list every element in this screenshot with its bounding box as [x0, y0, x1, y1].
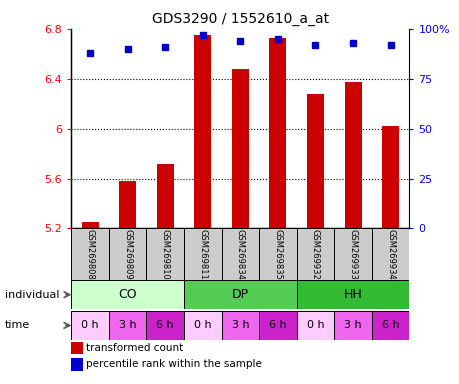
Text: GSM269808: GSM269808: [85, 229, 95, 280]
Bar: [296, 228, 334, 280]
Text: 3 h: 3 h: [118, 320, 136, 331]
Bar: [146, 311, 184, 340]
Text: GSM269810: GSM269810: [160, 229, 169, 280]
Bar: [81, 222, 98, 228]
Bar: [157, 164, 174, 228]
Text: HH: HH: [343, 288, 362, 301]
Bar: [371, 228, 409, 280]
Bar: [258, 311, 296, 340]
Bar: [334, 311, 371, 340]
Title: GDS3290 / 1552610_a_at: GDS3290 / 1552610_a_at: [151, 12, 328, 26]
Bar: [221, 311, 258, 340]
Text: 0 h: 0 h: [81, 320, 99, 331]
Bar: [334, 228, 371, 280]
Bar: [296, 311, 334, 340]
Bar: [231, 69, 248, 228]
Bar: [146, 228, 184, 280]
Bar: [194, 35, 211, 228]
Bar: [381, 126, 398, 228]
Text: 6 h: 6 h: [381, 320, 398, 331]
Bar: [71, 280, 184, 309]
Text: 3 h: 3 h: [343, 320, 361, 331]
Text: 6 h: 6 h: [269, 320, 286, 331]
Text: 0 h: 0 h: [306, 320, 324, 331]
Bar: [269, 38, 286, 228]
Bar: [258, 228, 296, 280]
Bar: [71, 311, 109, 340]
Bar: [344, 83, 361, 228]
Text: GSM269809: GSM269809: [123, 229, 132, 280]
Text: CO: CO: [118, 288, 137, 301]
Text: GSM269834: GSM269834: [235, 229, 244, 280]
Text: transformed count: transformed count: [86, 343, 183, 353]
Text: 6 h: 6 h: [156, 320, 174, 331]
Bar: [109, 228, 146, 280]
Text: GSM269811: GSM269811: [198, 229, 207, 280]
Bar: [184, 311, 221, 340]
Text: individual: individual: [5, 290, 59, 300]
Text: GSM269933: GSM269933: [348, 229, 357, 280]
Bar: [119, 181, 136, 228]
Text: GSM269835: GSM269835: [273, 229, 282, 280]
Bar: [184, 228, 221, 280]
Text: GSM269932: GSM269932: [310, 229, 319, 280]
Bar: [306, 94, 323, 228]
Bar: [296, 280, 409, 309]
Bar: [221, 228, 258, 280]
Bar: [109, 311, 146, 340]
Text: DP: DP: [231, 288, 248, 301]
Text: time: time: [5, 320, 30, 331]
Bar: [184, 280, 296, 309]
Text: 3 h: 3 h: [231, 320, 249, 331]
Bar: [71, 228, 109, 280]
Text: 0 h: 0 h: [194, 320, 211, 331]
Text: percentile rank within the sample: percentile rank within the sample: [86, 359, 262, 369]
Bar: [371, 311, 409, 340]
Text: GSM269934: GSM269934: [385, 229, 394, 280]
